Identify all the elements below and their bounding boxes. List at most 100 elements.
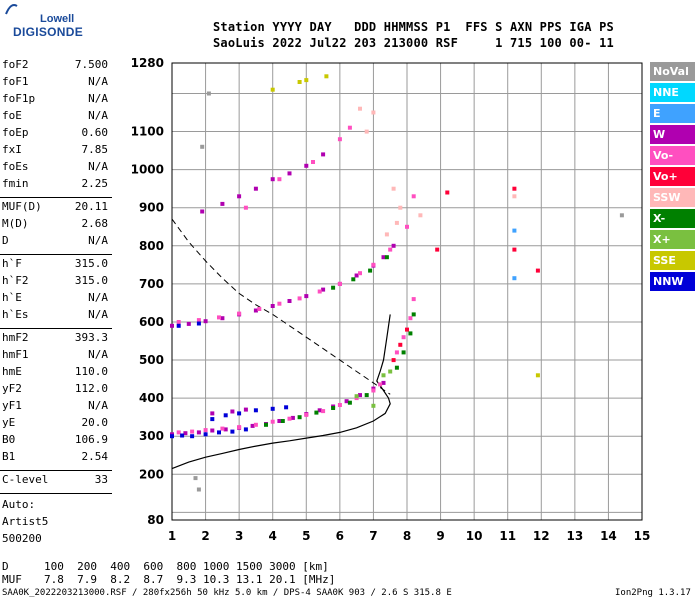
data-point [445,190,450,195]
param-row: MUF(D) 20.11 [2,200,110,217]
param-value: 2.25 [81,177,109,190]
param-label: h`E [2,291,22,304]
data-point [435,247,440,252]
x-tick-label: 9 [436,529,444,543]
data-point [203,319,208,324]
x-tick-label: 5 [302,529,310,543]
data-point [210,428,215,433]
data-point [344,399,349,404]
data-point [384,232,389,237]
data-point [384,255,389,260]
data-point [176,320,181,324]
data-point [311,160,315,164]
param-label: foF2 [2,58,29,71]
data-point [391,243,396,248]
x-tick-label: 15 [634,529,651,543]
data-point [388,247,393,252]
param-value: 112.0 [74,382,108,395]
data-point [280,419,285,423]
x-tick-label: 12 [533,529,550,543]
data-point [284,405,289,410]
param-label: yF2 [2,382,22,395]
data-point [358,393,362,398]
param-label: fmin [2,177,29,190]
y-tick-label: 900 [139,201,164,215]
data-point [193,476,198,481]
logo-lowell: Lowell [40,13,75,25]
data-point [186,321,191,326]
data-point [358,271,362,276]
data-point [297,415,302,420]
data-point [217,315,221,320]
y-tick-label: 600 [139,315,164,329]
data-point [371,110,376,115]
data-point [170,434,174,439]
data-point [200,209,205,214]
param-row: foF1p N/A [2,92,110,109]
data-point [287,171,292,176]
data-point [321,152,326,157]
param-value: 0.60 [81,126,109,139]
param-value: 20.11 [74,200,108,213]
param-value: 106.9 [74,433,108,446]
scaling-text: Auto: [2,498,36,511]
x-tick-label: 6 [336,529,344,543]
muf-table-d-label: D [2,560,9,573]
data-point [176,430,181,435]
data-point [354,394,359,399]
data-point [368,268,373,273]
data-point [512,247,517,252]
data-point [277,301,282,306]
legend-item: Vo+ [650,167,695,186]
data-point [408,331,413,336]
y-tick-label: 500 [139,353,164,367]
data-point [180,433,185,438]
data-point [337,403,342,407]
x-tick-label: 2 [201,529,209,543]
legend-item: NoVal [650,62,695,81]
data-point [394,220,399,225]
x-tick-label: 11 [499,529,516,543]
data-point [183,431,188,436]
muf-table-muf-row: MUF 7.8 7.9 8.2 8.7 9.3 10.3 13.1 20.1 [M… [2,573,335,586]
data-point [401,350,406,355]
data-point [196,321,201,326]
param-label: foF1p [2,92,36,105]
param-label: yE [2,416,16,429]
data-point [223,413,228,418]
data-point [270,419,275,424]
data-point [270,177,275,182]
scaling-text: 500200 [2,532,42,545]
x-tick-label: 8 [403,529,411,543]
param-label: C-level [2,473,49,486]
y-tick-label: 800 [139,239,164,253]
data-point [364,393,369,398]
y-tick-label: 1100 [131,125,164,139]
data-point [535,268,540,273]
data-point [371,388,376,393]
param-value: 315.0 [74,257,108,270]
param-row: foF1 N/A [2,75,110,92]
x-tick-label: 4 [269,529,277,543]
data-point [290,415,295,420]
panel-separator [0,493,112,494]
param-row: foE N/A [2,109,110,126]
y-tick-label: 1000 [131,163,164,177]
data-point [411,312,416,317]
data-point [277,177,282,182]
data-point [237,425,242,430]
data-point [391,358,396,363]
legend-item: SSW [650,188,695,207]
data-point [264,422,268,427]
data-point [512,228,517,233]
data-point [190,434,195,439]
data-point [253,408,258,413]
y-tick-label: 300 [139,429,164,443]
data-point [391,186,396,191]
footer-file-info: SAA0K_2022203213000.RSF / 280fx256h 50 k… [2,588,452,598]
data-point [220,426,225,431]
data-point [314,410,319,415]
param-row: h`F 315.0 [2,257,110,274]
data-point [253,422,258,427]
param-row: h`Es N/A [2,308,110,325]
